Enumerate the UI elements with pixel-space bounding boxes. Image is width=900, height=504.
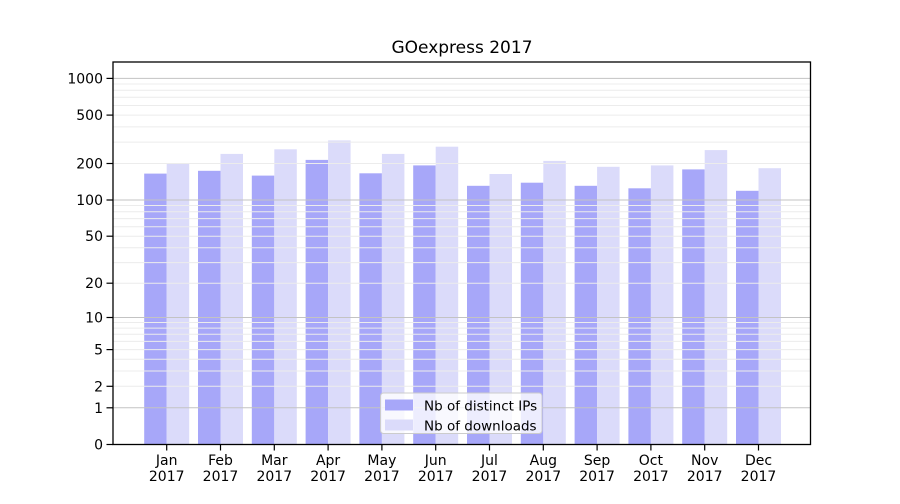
axes-layer: 0 1 2 5 10 20 50 100 200 500 1000 Jan 2017 Feb 2017 Mar…: [67, 61, 812, 485]
y-tick-label-200: 200: [76, 157, 103, 173]
bar-apr-downloads: [328, 140, 351, 445]
bar-mar-downloads: [274, 149, 297, 445]
plot-area-border: [112, 61, 812, 446]
x-tick-label-jul: Jul 2017: [472, 453, 508, 485]
y-tick-label-50: 50: [85, 229, 103, 245]
bar-may-distinct-ips: [359, 173, 382, 445]
y-tick-label-2: 2: [94, 379, 103, 395]
legend-swatch-distinct-ips: [385, 399, 413, 411]
x-tick-label-mar: Mar 2017: [256, 453, 292, 485]
y-tick-label-5: 5: [94, 343, 103, 359]
bar-jun-downloads: [435, 146, 459, 445]
bar-jun-distinct-ips: [413, 165, 436, 445]
y-tick-label-10: 10: [85, 311, 103, 327]
bar-feb-downloads: [220, 153, 243, 445]
bar-mar-distinct-ips: [251, 175, 275, 445]
bar-jul-distinct-ips: [467, 185, 490, 445]
bar-jan-downloads: [166, 163, 190, 445]
x-tick-label-jun: Jun 2017: [418, 453, 454, 485]
bar-feb-distinct-ips: [198, 170, 221, 445]
x-tick-label-apr: Apr 2017: [310, 453, 346, 485]
bar-jul-downloads: [489, 174, 512, 445]
bar-oct-downloads: [650, 165, 674, 445]
bar-sep-distinct-ips: [574, 185, 598, 445]
y-tick-label-500: 500: [76, 108, 103, 124]
bar-apr-distinct-ips: [305, 159, 329, 445]
y-tick-label-1: 1: [94, 401, 103, 417]
x-tick-label-dec: Dec 2017: [741, 453, 777, 485]
y-tick-label-1000: 1000: [67, 71, 103, 87]
legend-label-distinct-ips: Nb of distinct IPs: [424, 399, 537, 415]
legend-swatch-downloads: [385, 419, 413, 431]
chart-title: GOexpress 2017: [391, 38, 532, 58]
x-tick-label-may: May 2017: [364, 453, 400, 485]
x-tick-label-aug: Aug 2017: [525, 453, 561, 485]
y-tick-label-0: 0: [94, 438, 103, 454]
x-tick-label-sep: Sep 2017: [579, 453, 615, 485]
y-tick-label-100: 100: [76, 193, 103, 209]
grid-layer: [113, 77, 811, 409]
x-tick-label-oct: Oct 2017: [633, 453, 669, 485]
bar-nov-downloads: [704, 150, 728, 445]
x-tick-label-nov: Nov 2017: [687, 453, 723, 485]
bar-aug-downloads: [543, 160, 566, 445]
x-tick-label-jan: Jan 2017: [149, 453, 185, 485]
legend: Nb of distinct IPs Nb of downloads: [380, 392, 543, 435]
bar-jan-distinct-ips: [144, 173, 167, 445]
y-tick-label-20: 20: [85, 276, 103, 292]
bar-sep-downloads: [597, 166, 620, 445]
legend-label-downloads: Nb of downloads: [424, 419, 537, 435]
bar-oct-distinct-ips: [628, 188, 651, 445]
bar-dec-downloads: [758, 168, 781, 445]
bar-nov-distinct-ips: [682, 169, 705, 445]
legend-box: [380, 392, 543, 434]
x-tick-label-feb: Feb 2017: [203, 453, 239, 485]
